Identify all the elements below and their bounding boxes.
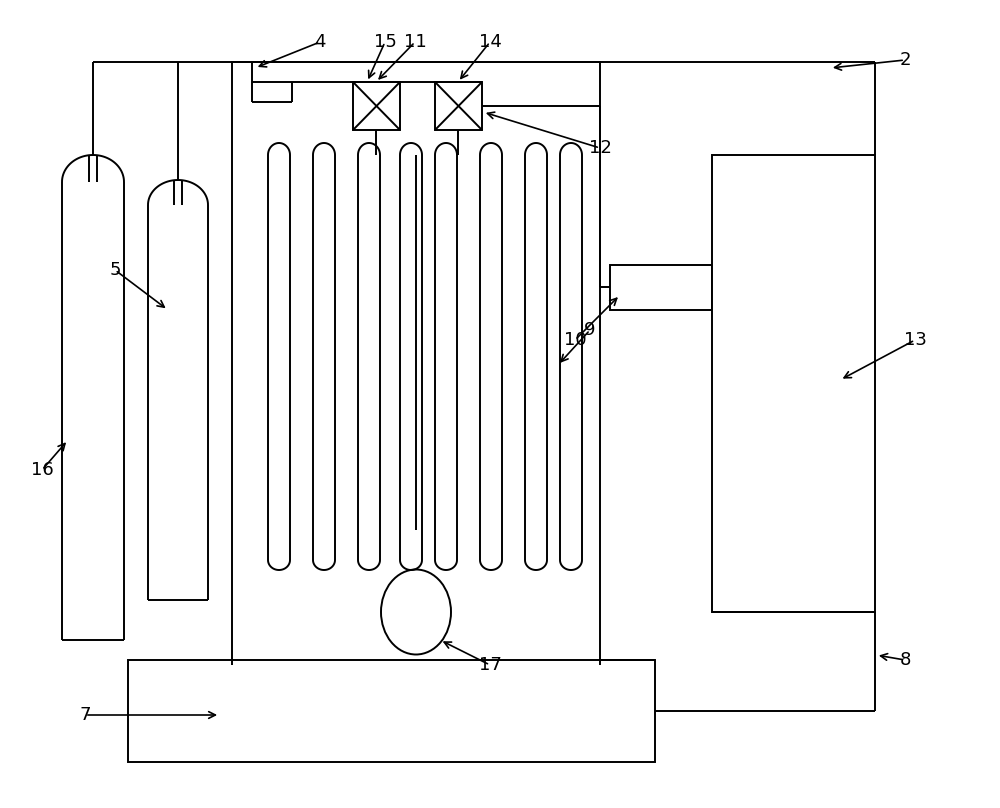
Text: 10: 10: [564, 331, 586, 349]
Text: 14: 14: [479, 33, 501, 51]
Text: 11: 11: [404, 33, 426, 51]
Text: 17: 17: [479, 656, 501, 674]
Bar: [712, 155, 875, 612]
Text: 2: 2: [899, 51, 911, 69]
Text: 15: 15: [374, 33, 396, 51]
Text: 8: 8: [899, 651, 911, 669]
Text: 9: 9: [584, 321, 596, 339]
Ellipse shape: [381, 570, 451, 654]
Bar: [128, 660, 655, 762]
Bar: [435, 82, 482, 130]
Text: 16: 16: [31, 461, 53, 479]
Bar: [610, 265, 712, 310]
Text: 4: 4: [314, 33, 326, 51]
Text: 5: 5: [109, 261, 121, 279]
Text: 12: 12: [589, 139, 611, 157]
Bar: [232, 62, 600, 665]
Text: 7: 7: [79, 706, 91, 724]
Bar: [353, 82, 400, 130]
Text: 13: 13: [904, 331, 926, 349]
